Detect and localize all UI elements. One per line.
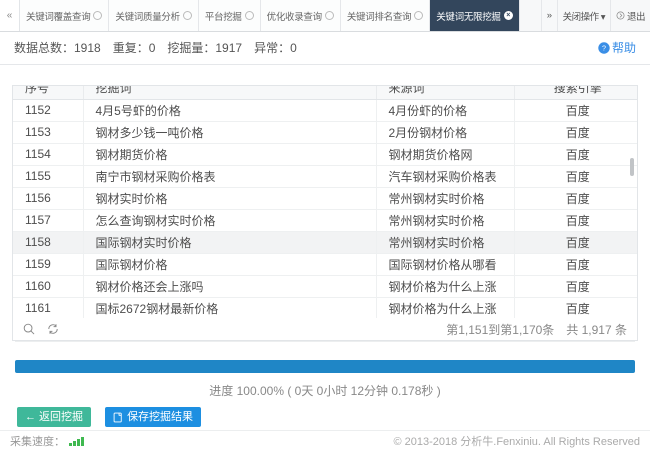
- svg-text:?: ?: [602, 44, 606, 53]
